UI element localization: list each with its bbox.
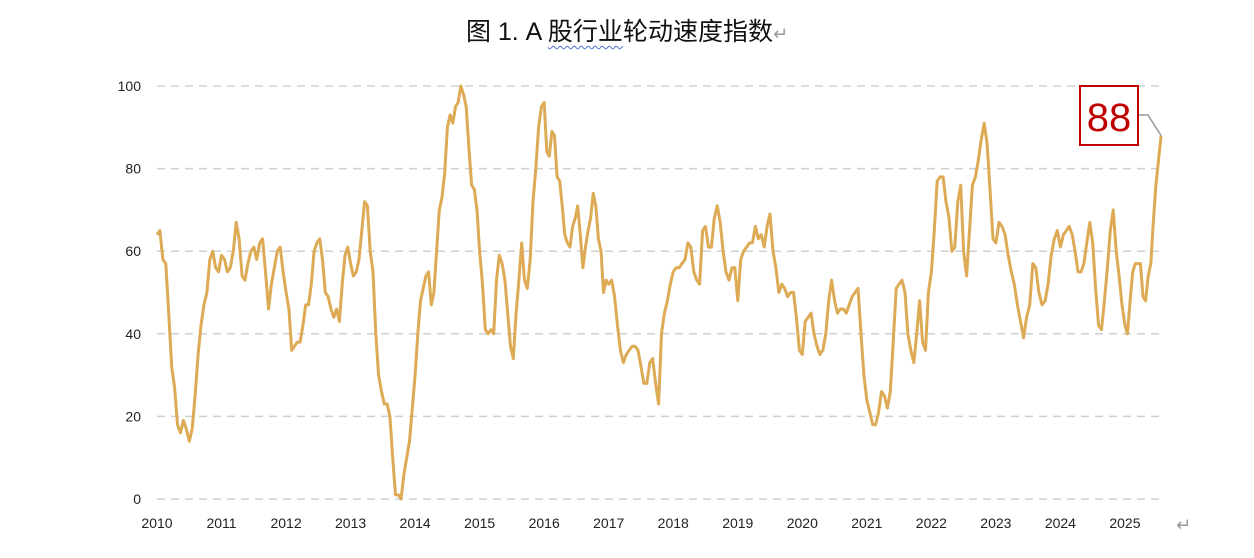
x-tick-label: 2023 bbox=[980, 515, 1011, 531]
y-tick-label: 40 bbox=[125, 326, 141, 342]
paragraph-return-icon: ↵ bbox=[1176, 515, 1192, 535]
x-tick-label: 2014 bbox=[400, 515, 431, 531]
y-tick-label: 0 bbox=[133, 491, 141, 507]
gridlines bbox=[157, 85, 1161, 500]
x-tick-label: 2019 bbox=[722, 515, 753, 531]
y-tick-label: 60 bbox=[125, 243, 141, 259]
x-tick-label: 2012 bbox=[270, 515, 301, 531]
title-spellcheck-underlined: 股行业 bbox=[547, 18, 623, 46]
y-tick-label: 100 bbox=[118, 78, 142, 94]
x-tick-label: 2011 bbox=[206, 515, 236, 531]
chart-title: 图 1. A 股行业轮动速度指数↵ bbox=[0, 12, 1254, 48]
series-line bbox=[155, 84, 1163, 501]
x-axis-ticks: 2010 2011 2012 2013 2014 2015 2016 2017 2018 2019… bbox=[141, 515, 1140, 531]
x-tick-label: 2021 bbox=[851, 515, 882, 531]
x-tick-label: 2017 bbox=[593, 515, 624, 531]
x-tick-label: 2015 bbox=[464, 515, 495, 531]
paragraph-return-icon: ↵ bbox=[772, 24, 789, 44]
title-suffix: 轮动速度指数 bbox=[622, 18, 773, 46]
x-tick-label: 2025 bbox=[1109, 515, 1140, 531]
y-tick-label: 80 bbox=[125, 161, 141, 177]
x-tick-label: 2020 bbox=[787, 515, 818, 531]
callout-box bbox=[1079, 85, 1139, 146]
y-axis-ticks: 0 20 40 60 80 100 bbox=[118, 78, 142, 507]
x-tick-label: 2024 bbox=[1045, 515, 1076, 531]
callout-leader-line bbox=[1138, 114, 1162, 137]
x-tick-label: 2018 bbox=[658, 515, 689, 531]
x-tick-label: 2022 bbox=[916, 515, 947, 531]
y-tick-label: 20 bbox=[125, 408, 141, 424]
title-prefix: 图 1. A bbox=[465, 18, 548, 46]
x-tick-label: 2013 bbox=[335, 515, 366, 531]
x-tick-label: 2016 bbox=[529, 515, 560, 531]
x-tick-label: 2010 bbox=[141, 515, 172, 531]
callout-value: 88 bbox=[1087, 96, 1132, 140]
